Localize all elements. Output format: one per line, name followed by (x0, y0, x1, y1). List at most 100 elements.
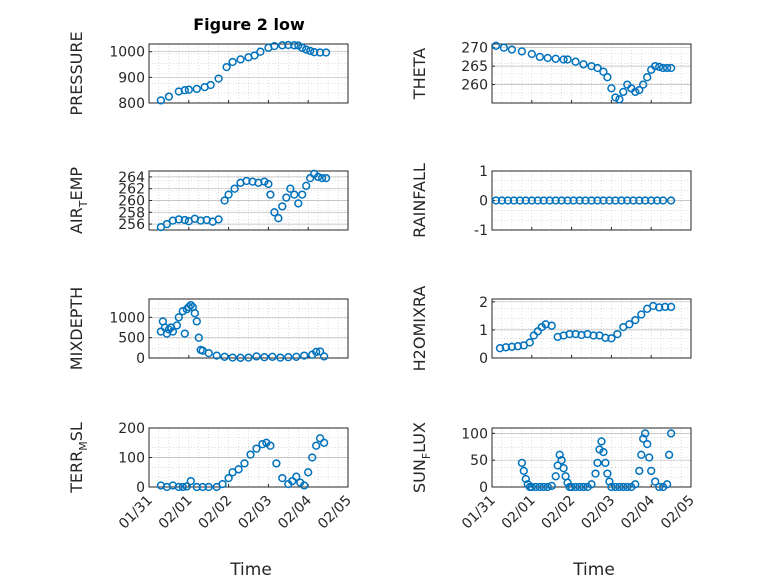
data-point (240, 459, 249, 468)
data-point (278, 473, 287, 483)
data-point (559, 464, 568, 473)
y-axis-label-subscript: M (77, 441, 90, 451)
data-point (266, 190, 275, 199)
data-point (653, 196, 662, 205)
data-point (186, 476, 195, 486)
data-point (266, 441, 275, 450)
x-axis-label-right: Time (572, 560, 615, 580)
data-point (527, 49, 536, 59)
data-point (228, 353, 237, 362)
data-point (527, 482, 536, 492)
data-point (631, 87, 640, 97)
data-point (658, 63, 668, 73)
data-point (557, 456, 566, 465)
y-axis-label: SUNFLUX (410, 422, 433, 493)
data-point (519, 466, 528, 476)
data-point (294, 199, 303, 208)
data-point (172, 321, 182, 330)
data-point (513, 342, 523, 351)
x-axis-label-left: Time (229, 560, 272, 580)
data-point (658, 196, 668, 205)
data-point (543, 53, 552, 63)
data-point (503, 196, 513, 205)
data-point (655, 482, 664, 492)
y-tick-label: 0 (136, 480, 145, 496)
data-point (214, 215, 223, 224)
data-point (563, 196, 572, 205)
y-axis-label-subscript: T (77, 200, 90, 208)
data-point (647, 466, 656, 476)
y-axis-label: RAINFALL (410, 163, 429, 238)
data-point (599, 67, 608, 76)
y-tick-label: 0 (136, 351, 145, 367)
data-point (186, 300, 195, 310)
data-point (643, 439, 652, 449)
y-axis-label-rest: EMP (67, 167, 86, 201)
data-point (182, 482, 191, 491)
data-point (244, 353, 253, 362)
data-point (635, 466, 644, 476)
data-point (310, 48, 319, 57)
data-point (192, 482, 201, 492)
data-point (268, 352, 277, 361)
data-point (565, 329, 574, 339)
data-point (666, 196, 676, 205)
data-point (174, 313, 183, 322)
data-point (168, 327, 178, 336)
data-point (666, 63, 676, 73)
data-point (655, 62, 664, 72)
y-tick-label: 800 (118, 96, 145, 112)
y-axis-label-main: SUN (410, 459, 429, 493)
data-point (282, 193, 291, 202)
data-point (575, 196, 584, 205)
data-point (593, 63, 602, 73)
y-axis-label-subscript: F (420, 453, 433, 459)
data-point (521, 474, 530, 484)
y-axis-label-rest: LUX (410, 422, 429, 453)
data-point (593, 196, 602, 205)
data-point (551, 472, 560, 481)
subplot-h2omixra: 0 1 2 H2OMIXRA (410, 286, 692, 371)
data-point (274, 214, 283, 223)
data-point (599, 447, 608, 457)
data-point (639, 80, 648, 89)
data-point (302, 181, 311, 190)
y-axis-label-main: AIR (67, 207, 86, 234)
data-point (517, 47, 527, 56)
y-tick-label: 2 (479, 295, 488, 311)
data-point (302, 45, 311, 54)
axes-frame (148, 43, 349, 104)
data-point (292, 352, 301, 361)
data-point (666, 302, 676, 312)
data-point (278, 41, 287, 50)
data-point (643, 73, 652, 82)
data-point (547, 321, 556, 330)
y-tick-label: 265 (461, 59, 488, 75)
data-point (631, 480, 640, 489)
data-point (292, 472, 301, 481)
y-tick-label: 50 (470, 453, 488, 469)
data-point (272, 459, 281, 468)
data-point (639, 434, 648, 443)
data-point (270, 41, 279, 51)
data-point (497, 196, 507, 205)
y-tick-label: 1 (479, 164, 488, 180)
data-point (206, 80, 215, 90)
y-tick-label: 0 (479, 194, 488, 210)
data-point (533, 196, 542, 205)
data-point (571, 57, 580, 66)
y-tick-label: 0 (479, 480, 488, 496)
data-point (623, 482, 632, 492)
data-point (162, 219, 172, 229)
data-point (298, 43, 307, 52)
data-point (313, 172, 323, 182)
data-point (619, 87, 628, 97)
data-point (651, 61, 660, 71)
data-point (222, 62, 231, 72)
data-point (579, 60, 588, 69)
data-point (178, 307, 187, 316)
data-point (250, 51, 259, 60)
data-point (611, 196, 620, 205)
data-point (290, 41, 299, 50)
